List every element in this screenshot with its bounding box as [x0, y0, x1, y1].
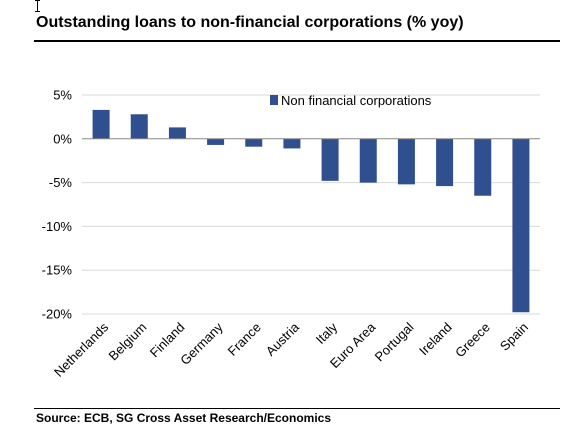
- gridlines: [82, 94, 540, 315]
- y-tick-label: -10%: [42, 219, 73, 234]
- x-tick-label: Spain: [497, 320, 531, 354]
- bar: [397, 138, 415, 185]
- bar: [130, 114, 148, 139]
- bar: [474, 138, 492, 196]
- y-tick-label: -5%: [49, 175, 73, 190]
- text-cursor-icon: [35, 0, 40, 12]
- legend-swatch: [270, 95, 278, 105]
- bar: [92, 109, 110, 139]
- bar: [168, 127, 186, 139]
- bar: [321, 138, 339, 181]
- bar: [245, 138, 263, 147]
- y-tick-label: -20%: [42, 307, 73, 322]
- y-tick-label: 0%: [53, 131, 72, 146]
- chart-title: Outstanding loans to non-financial corpo…: [36, 14, 464, 31]
- x-tick-label: Netherlands: [51, 319, 112, 380]
- x-tick-label: Austria: [263, 319, 303, 359]
- legend-label: Non financial corporations: [281, 93, 432, 108]
- x-tick-label: Ireland: [416, 320, 455, 359]
- bars: [92, 109, 530, 313]
- x-tick-label: Italy: [313, 319, 341, 347]
- y-tick-label: -15%: [42, 263, 73, 278]
- bar: [207, 138, 225, 145]
- x-tick-label: Germany: [177, 319, 226, 368]
- x-tick-label: France: [225, 320, 264, 359]
- source-note: Source: ECB, SG Cross Asset Research/Eco…: [36, 411, 331, 425]
- y-tick-label: 5%: [53, 88, 72, 103]
- title-divider: [34, 40, 560, 42]
- bar: [436, 138, 454, 187]
- bar: [359, 138, 377, 183]
- x-tick-labels: NetherlandsBelgiumFinlandGermanyFranceAu…: [51, 319, 531, 380]
- y-tick-labels: 5% 0% -5% -10% -15% -20%: [42, 88, 73, 322]
- x-tick-label: Portugal: [372, 319, 417, 364]
- x-tick-label: Belgium: [106, 320, 150, 364]
- footer-divider: [34, 408, 560, 409]
- x-tick-label: Greece: [452, 320, 493, 361]
- bar: [512, 138, 530, 313]
- bar: [283, 138, 301, 149]
- legend: Non financial corporations: [270, 93, 432, 108]
